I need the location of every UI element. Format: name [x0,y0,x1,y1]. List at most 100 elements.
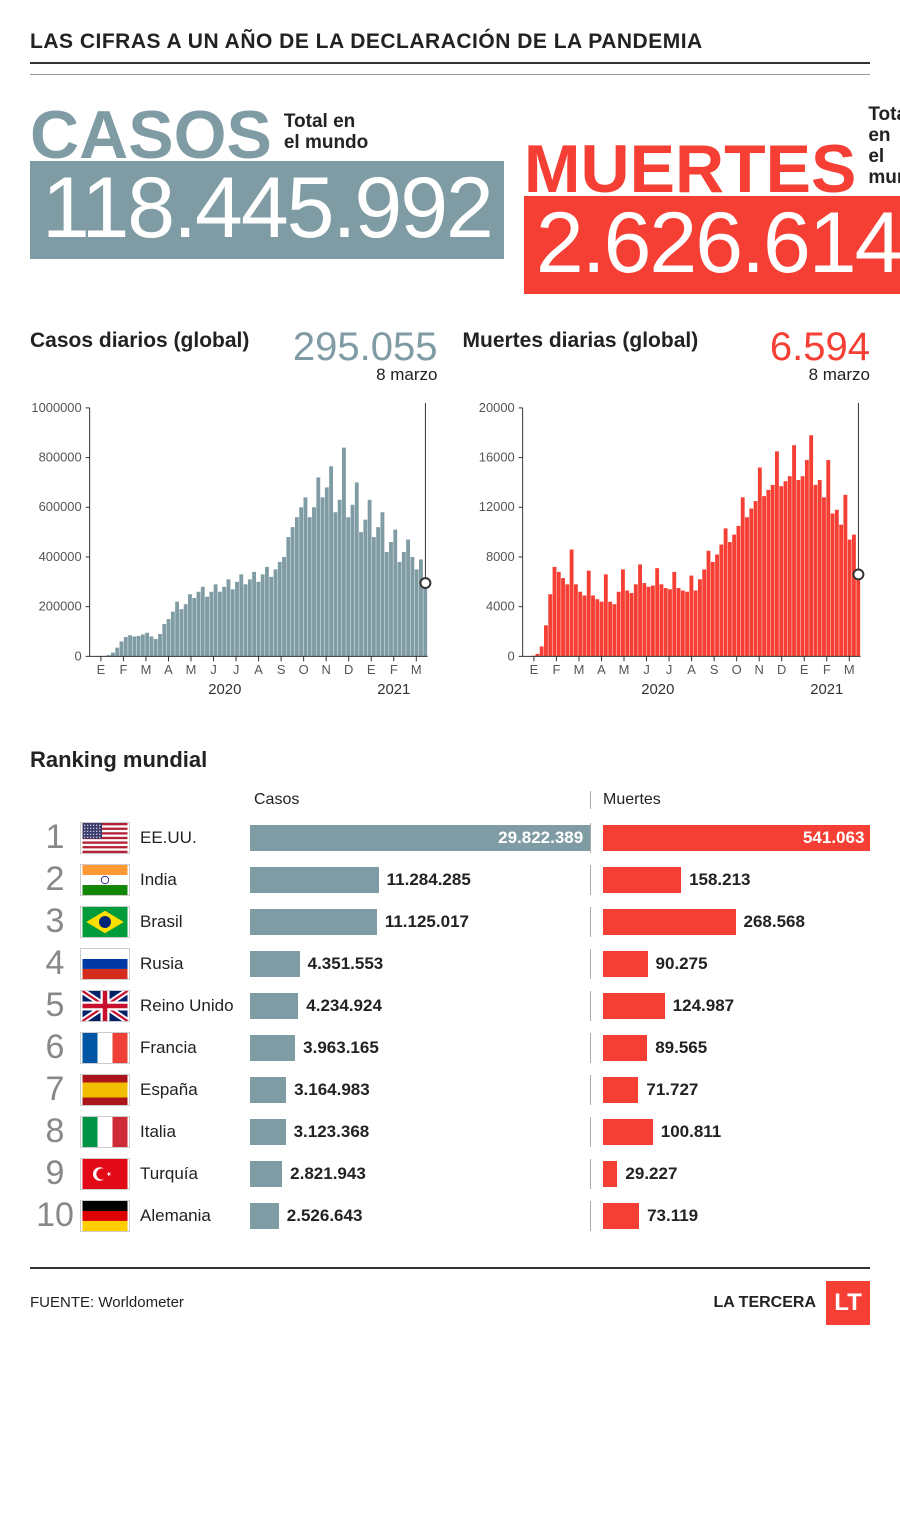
svg-text:D: D [777,662,786,677]
svg-text:2020: 2020 [641,682,674,698]
rank-country: Brasil [140,912,250,932]
total-cases-value: 118.445.992 [30,161,504,259]
rank-deaths-value: 71.727 [646,1080,698,1100]
rank-number: 1 [30,818,80,857]
svg-text:A: A [687,662,696,677]
svg-text:F: F [822,662,830,677]
rank-deaths-value: 73.119 [647,1206,698,1226]
svg-text:2021: 2021 [377,682,410,698]
svg-text:J: J [643,662,649,677]
table-row: 10 Alemania 2.526.643 73.119 [30,1195,870,1237]
rank-cases-value: 3.123.368 [294,1122,370,1142]
rank-deaths-value: 89.565 [655,1038,707,1058]
svg-text:M: M [186,662,197,677]
total-deaths-label: MUERTES [524,139,856,200]
total-deaths-value: 2.626.614 [524,196,900,294]
footer-source: FUENTE: Worldometer [30,1294,184,1311]
ranking-cases-header: Casos [250,791,590,809]
rank-cases-value: 2.821.943 [290,1164,366,1184]
rank-deaths-bar [603,909,736,935]
flag-icon [80,1200,130,1232]
svg-text:16000: 16000 [478,449,514,464]
rank-number: 9 [30,1154,80,1193]
flag-icon [80,1116,130,1148]
rank-deaths-value: 29.227 [625,1164,677,1184]
rank-deaths-bar [603,1119,653,1145]
svg-text:A: A [597,662,606,677]
rank-number: 6 [30,1028,80,1067]
ranking-deaths-header: Muertes [590,791,870,809]
flag-icon [80,864,130,896]
svg-text:12000: 12000 [478,499,514,514]
rank-deaths-value: 124.987 [673,996,734,1016]
svg-text:J: J [210,662,216,677]
svg-text:N: N [754,662,763,677]
brand-logo: LT [826,1281,870,1325]
divider [30,74,870,75]
svg-text:E: E [799,662,808,677]
rank-deaths-bar [603,951,648,977]
rank-cases-value: 2.526.643 [287,1206,363,1226]
total-deaths: MUERTES Total en el mundo 2.626.614 [524,105,900,294]
svg-text:O: O [731,662,741,677]
svg-text:M: M [141,662,152,677]
svg-text:400000: 400000 [39,549,82,564]
svg-text:200000: 200000 [39,598,82,613]
rank-cases-bar [250,1161,282,1187]
rank-cases-bar [250,1119,286,1145]
rank-number: 4 [30,944,80,983]
total-cases-sub: Total en el mundo [284,112,368,166]
svg-text:N: N [322,662,331,677]
rank-cases-value: 4.351.553 [308,954,384,974]
rank-cases-value: 11.284.285 [387,870,471,890]
chart-deaths-callout: 6.594 [770,329,870,365]
rank-number: 10 [30,1196,80,1235]
svg-text:0: 0 [74,648,81,663]
table-row: 8 Italia 3.123.368 100.811 [30,1111,870,1153]
rank-number: 5 [30,986,80,1025]
rank-country: Turquía [140,1164,250,1184]
table-row: 4 Rusia 4.351.553 90.275 [30,943,870,985]
rank-deaths-value: 100.811 [661,1122,722,1142]
flag-icon [80,990,130,1022]
svg-text:8000: 8000 [485,549,514,564]
svg-text:800000: 800000 [39,449,82,464]
rank-country: Italia [140,1122,250,1142]
flag-icon [80,906,130,938]
rank-country: Rusia [140,954,250,974]
table-row: 3 Brasil 11.125.017 268.568 [30,901,870,943]
svg-text:D: D [344,662,353,677]
svg-text:S: S [277,662,286,677]
total-cases: CASOS Total en el mundo 118.445.992 [30,105,504,294]
svg-text:20000: 20000 [478,399,514,414]
svg-text:E: E [97,662,106,677]
rank-deaths-value: 90.275 [656,954,708,974]
flag-icon [80,1158,130,1190]
rank-deaths-bar [603,867,681,893]
rank-deaths-bar [603,1161,617,1187]
rank-country: India [140,870,250,890]
total-cases-label: CASOS [30,105,272,166]
rank-deaths-bar [603,993,665,1019]
rank-deaths-value: 541.063 [803,828,864,848]
svg-text:F: F [390,662,398,677]
chart-cases: 02000004000006000008000001000000EFMAMJJA… [30,397,438,707]
chart-deaths-title: Muertes diarias (global) [463,329,699,353]
table-row: 2 India 11.284.285 158.213 [30,859,870,901]
flag-icon [80,948,130,980]
table-row: 5 Reino Unido 4.234.924 124.987 [30,985,870,1027]
svg-text:M: M [618,662,629,677]
flag-icon [80,1032,130,1064]
svg-text:M: M [411,662,422,677]
svg-text:J: J [665,662,671,677]
rank-country: España [140,1080,250,1100]
chart-cases-title: Casos diarios (global) [30,329,249,353]
rank-deaths-bar [603,1077,638,1103]
rank-cases-bar [250,909,377,935]
rank-cases-value: 11.125.017 [385,912,469,932]
svg-text:2021: 2021 [810,682,843,698]
svg-text:A: A [164,662,173,677]
rank-cases-bar [250,951,300,977]
total-deaths-sub: Total en el mundo [868,105,900,201]
rank-country: Alemania [140,1206,250,1226]
